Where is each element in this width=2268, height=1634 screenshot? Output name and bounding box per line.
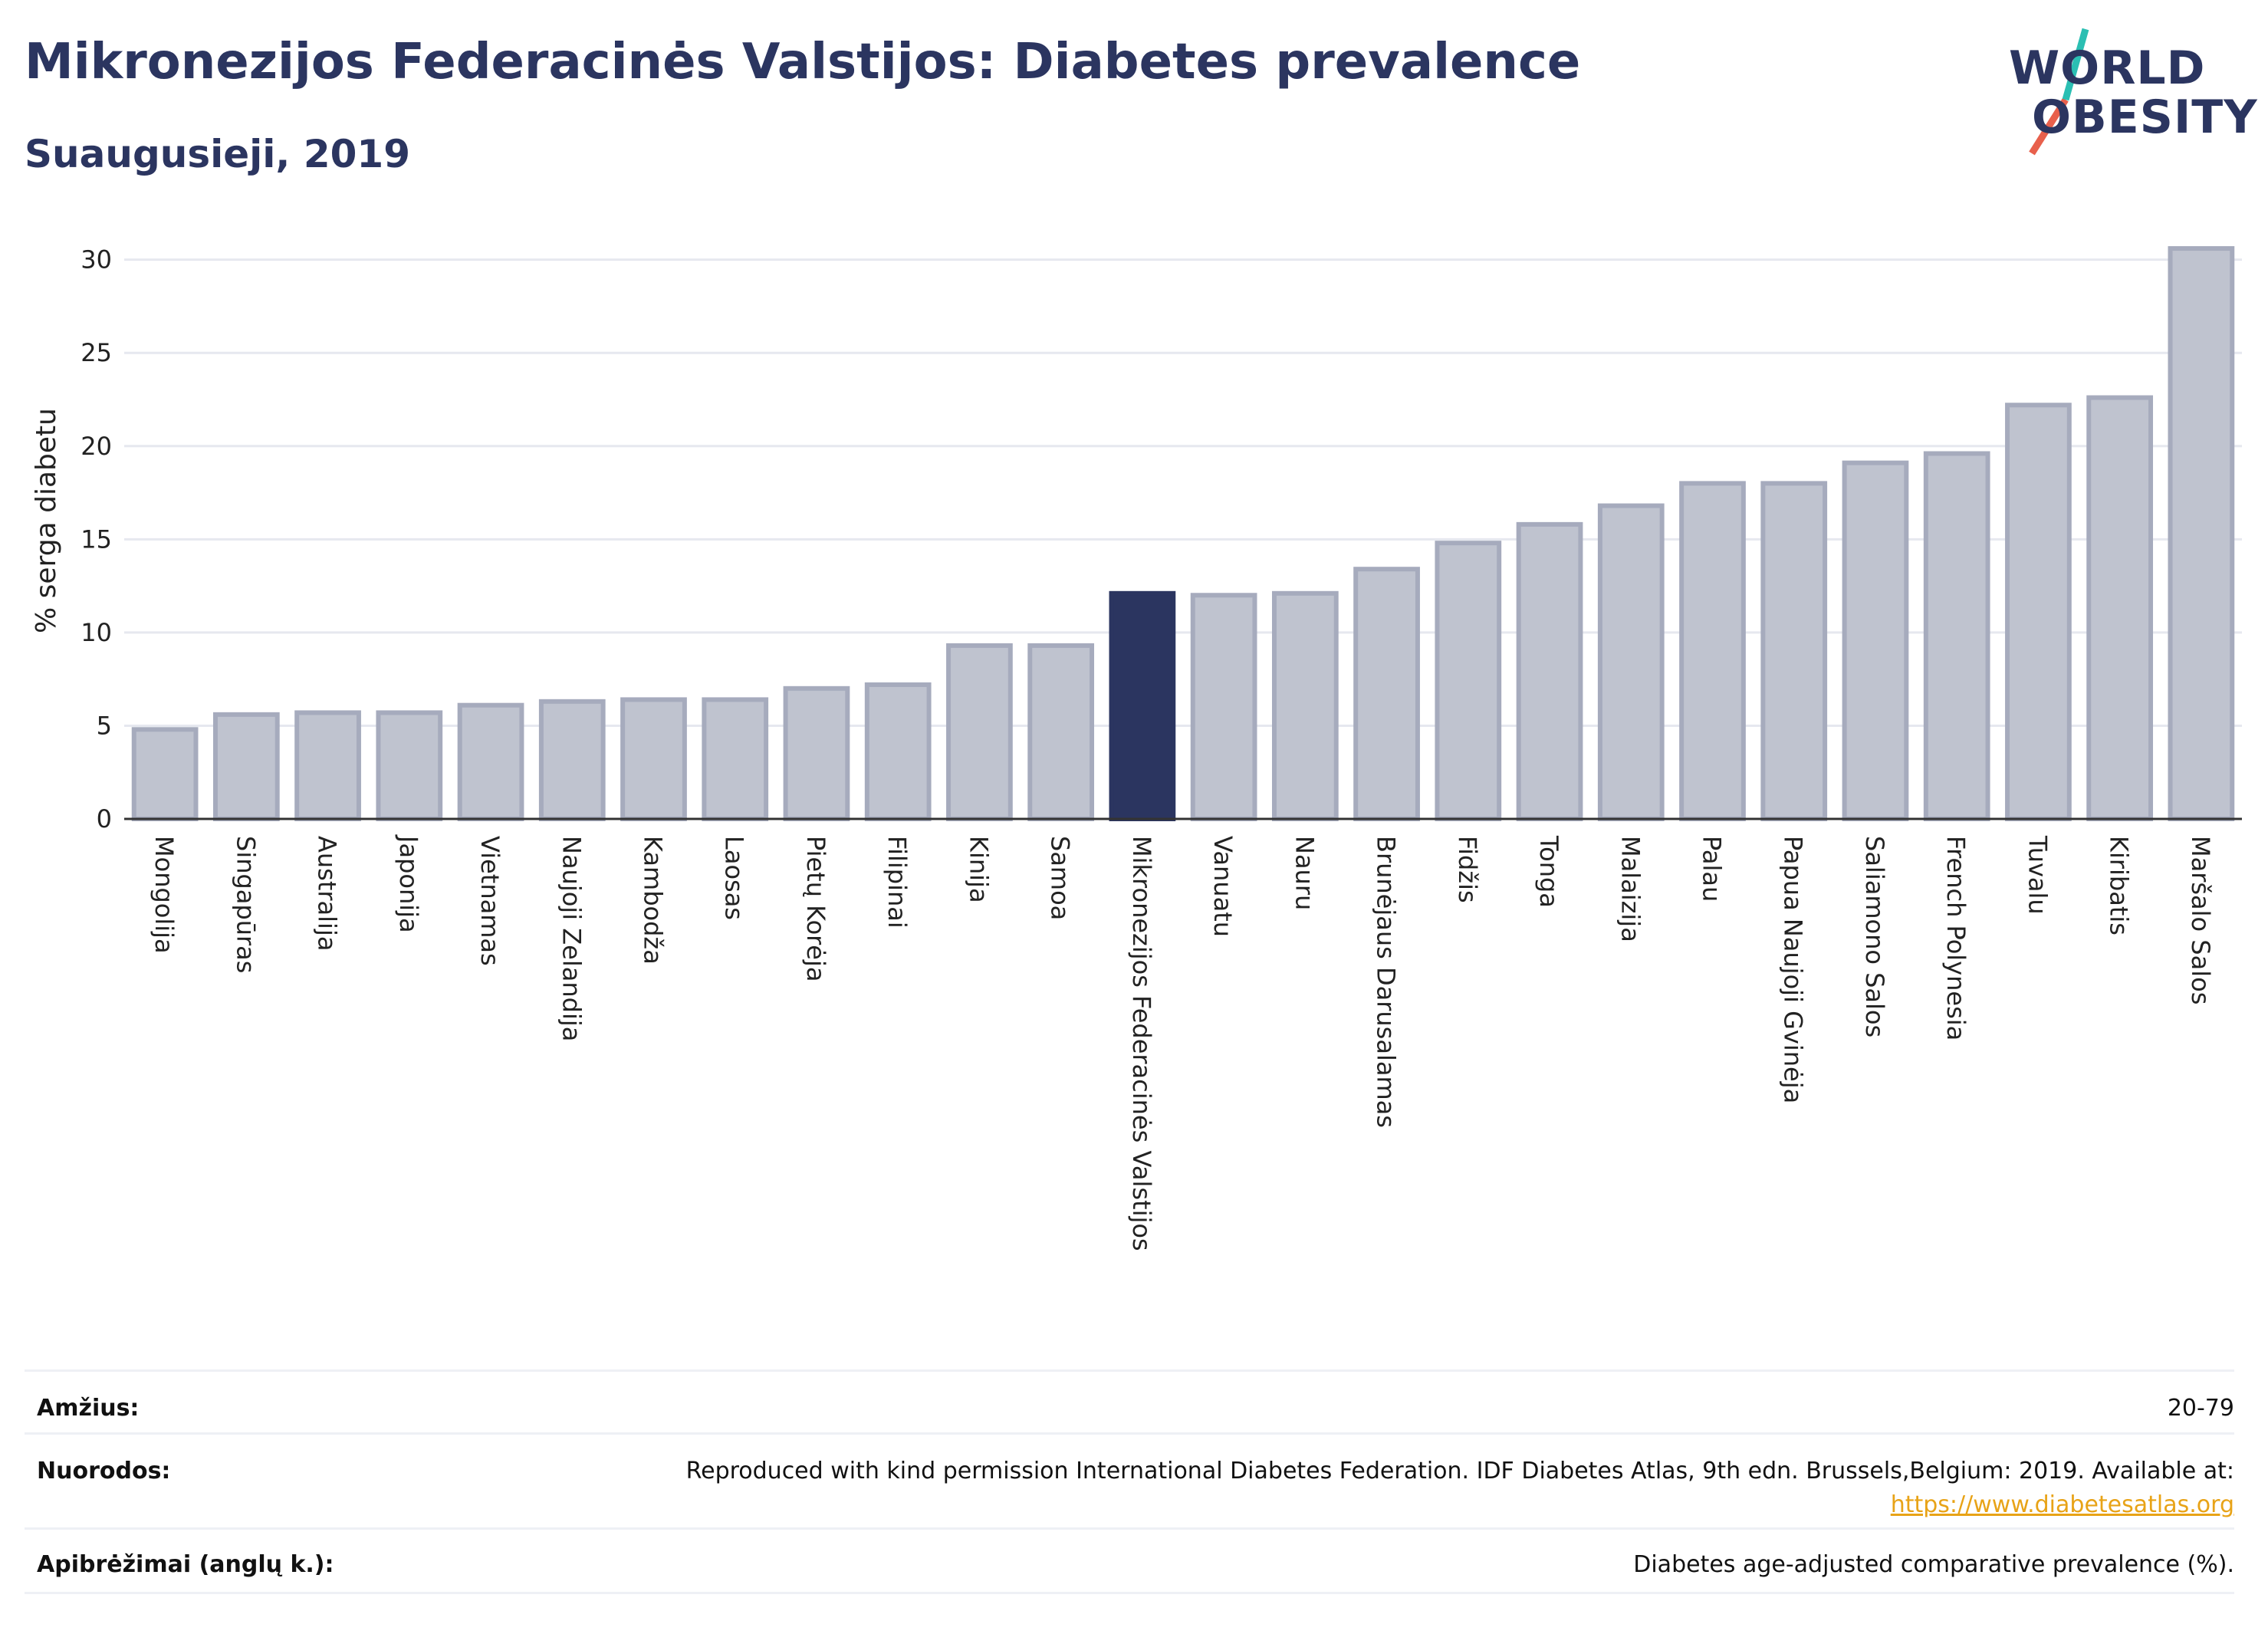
bar <box>702 697 769 822</box>
chart-subtitle: Suaugusieji, 2019 <box>25 132 410 176</box>
footer-row-references: Nuorodos: Reproduced with kind permissio… <box>25 1432 2234 1530</box>
x-tick-label: Filipinai <box>883 836 912 929</box>
x-tick-label: Mongolija <box>150 836 179 954</box>
bar <box>946 643 1013 821</box>
y-tick-label: 10 <box>81 618 112 647</box>
bar <box>376 710 443 822</box>
bar-chart: 0 5 10 15 20 25 30 % serga diabetu Mongolija Sing… <box>31 245 2242 1251</box>
bar <box>212 712 280 821</box>
footer-row-definitions: Apibrėžimai (anglų k.): Diabetes age-adj… <box>25 1527 2234 1594</box>
x-tick-label: Naujoji Zelandija <box>557 836 586 1041</box>
x-tick-label: Vanuatu <box>1208 836 1238 937</box>
y-axis-title: % serga diabetu <box>31 408 62 633</box>
chart-title: Mikronezijos Federacinės Valstijos: Diab… <box>25 34 1581 90</box>
x-tick-label: Nauru <box>1290 836 1319 910</box>
logo-word-obesity: OBESITY <box>2032 90 2258 144</box>
y-tick-label: 5 <box>97 711 112 740</box>
x-tick-label: Kinija <box>964 836 993 903</box>
y-tick-label: 30 <box>81 245 112 275</box>
bar <box>2086 395 2154 821</box>
x-tick-label: Vietnamas <box>475 836 505 966</box>
world-obesity-logo: WORLD OBESITY <box>2001 23 2257 161</box>
x-tick-label: Papua Naujoji Gvinėja <box>1779 836 1808 1103</box>
x-tick-label: Fidžis <box>1453 836 1482 903</box>
bar <box>1435 541 1502 821</box>
x-tick-label: Pietų Korėja <box>801 836 830 981</box>
bar <box>1516 521 1583 821</box>
y-tick-label: 0 <box>97 804 112 833</box>
bar <box>864 682 932 822</box>
x-tick-label: Laosas <box>720 836 749 920</box>
bar <box>1027 643 1095 821</box>
bar <box>1353 567 1420 822</box>
y-tick-label: 15 <box>81 524 112 554</box>
references-text: Reproduced with kind permission Internat… <box>685 1458 2234 1484</box>
x-tick-label: Maršalo Salos <box>2186 836 2215 1004</box>
x-tick-label: Tonga <box>1534 835 1563 908</box>
y-tick-label: 25 <box>81 338 112 367</box>
x-tick-label: Mikronezijos Federacinės Valstijos <box>1127 836 1156 1251</box>
age-label: Amžius: <box>37 1395 140 1422</box>
bar <box>1679 481 1746 821</box>
y-tick-label: 20 <box>81 432 112 461</box>
logo-word-world: WORLD <box>2009 41 2206 95</box>
references-label: Nuorodos: <box>37 1458 171 1484</box>
x-tick-label: Tuvalu <box>2023 835 2052 915</box>
x-tick-label: Palau <box>1698 836 1727 902</box>
bar <box>1923 451 1990 821</box>
bar <box>1842 460 1909 821</box>
bar <box>1597 503 1665 821</box>
bar <box>1760 481 1828 821</box>
x-tick-label: Saliamono Salos <box>1860 836 1889 1037</box>
x-tick-label: French Polynesia <box>1941 836 1971 1041</box>
bar <box>294 710 361 822</box>
bar <box>1109 590 1176 821</box>
age-value: 20-79 <box>2167 1395 2234 1422</box>
x-tick-label: Kambodža <box>639 836 668 965</box>
bar <box>457 702 524 821</box>
bar <box>1271 590 1339 821</box>
logo-slash-icon <box>2029 28 2089 156</box>
x-tick-label: Malaizija <box>1616 836 1645 942</box>
definitions-value: Diabetes age-adjusted comparative preval… <box>1633 1551 2234 1578</box>
bar <box>1190 593 1257 821</box>
definitions-label: Apibrėžimai (anglų k.): <box>37 1551 334 1578</box>
footer-row-age: Amžius: 20-79 <box>25 1369 2234 1435</box>
bar <box>620 697 687 822</box>
bar <box>2168 246 2235 822</box>
x-tick-label: Samoa <box>1046 836 1075 920</box>
x-tick-label: Singapūras <box>231 836 260 973</box>
x-tick-label: Kiribatis <box>2105 836 2134 935</box>
bar <box>131 727 199 821</box>
x-tick-label: Australija <box>313 836 342 951</box>
bar <box>2005 403 2072 821</box>
bar <box>783 685 850 821</box>
references-link[interactable]: https://www.diabetesatlas.org <box>1890 1491 2234 1518</box>
footer-bottom-rule <box>25 1592 2234 1595</box>
bar <box>538 699 606 821</box>
x-tick-label: Brunėjaus Darusalamas <box>1372 836 1401 1128</box>
x-tick-label: Japonija <box>394 834 423 933</box>
